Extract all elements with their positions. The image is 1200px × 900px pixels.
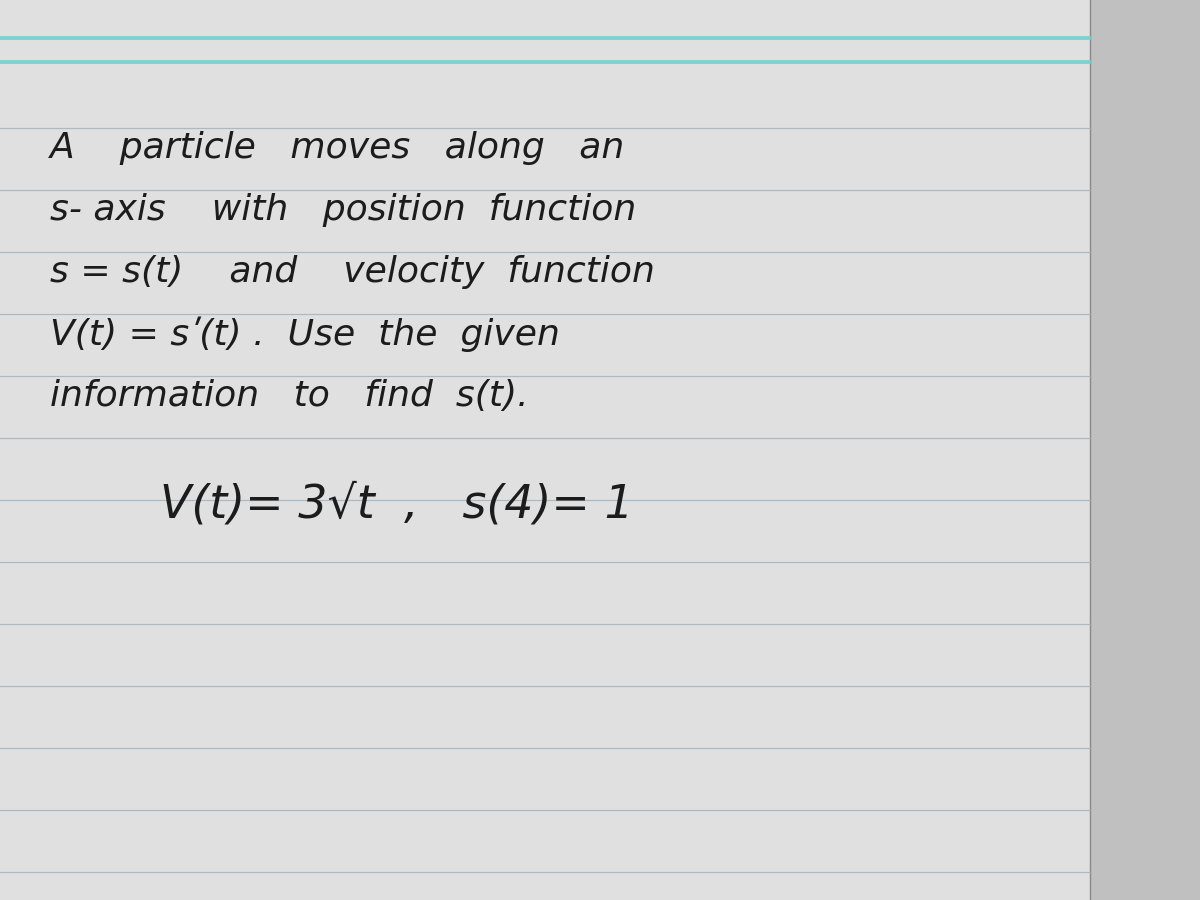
Text: s- axis    with   position  function: s- axis with position function [50, 193, 636, 227]
Bar [1090, 0, 1200, 900]
Text: s = s(t)    and    velocity  function: s = s(t) and velocity function [50, 255, 655, 289]
Text: V(t) = sʹ(t) .  Use  the  given: V(t) = sʹ(t) . Use the given [50, 316, 560, 352]
Text: V(t)= 3√t  ,   s(4)= 1: V(t)= 3√t , s(4)= 1 [160, 482, 634, 527]
Text: A    particle   moves   along   an: A particle moves along an [50, 131, 625, 165]
Text: information   to   find  s(t).: information to find s(t). [50, 379, 529, 413]
